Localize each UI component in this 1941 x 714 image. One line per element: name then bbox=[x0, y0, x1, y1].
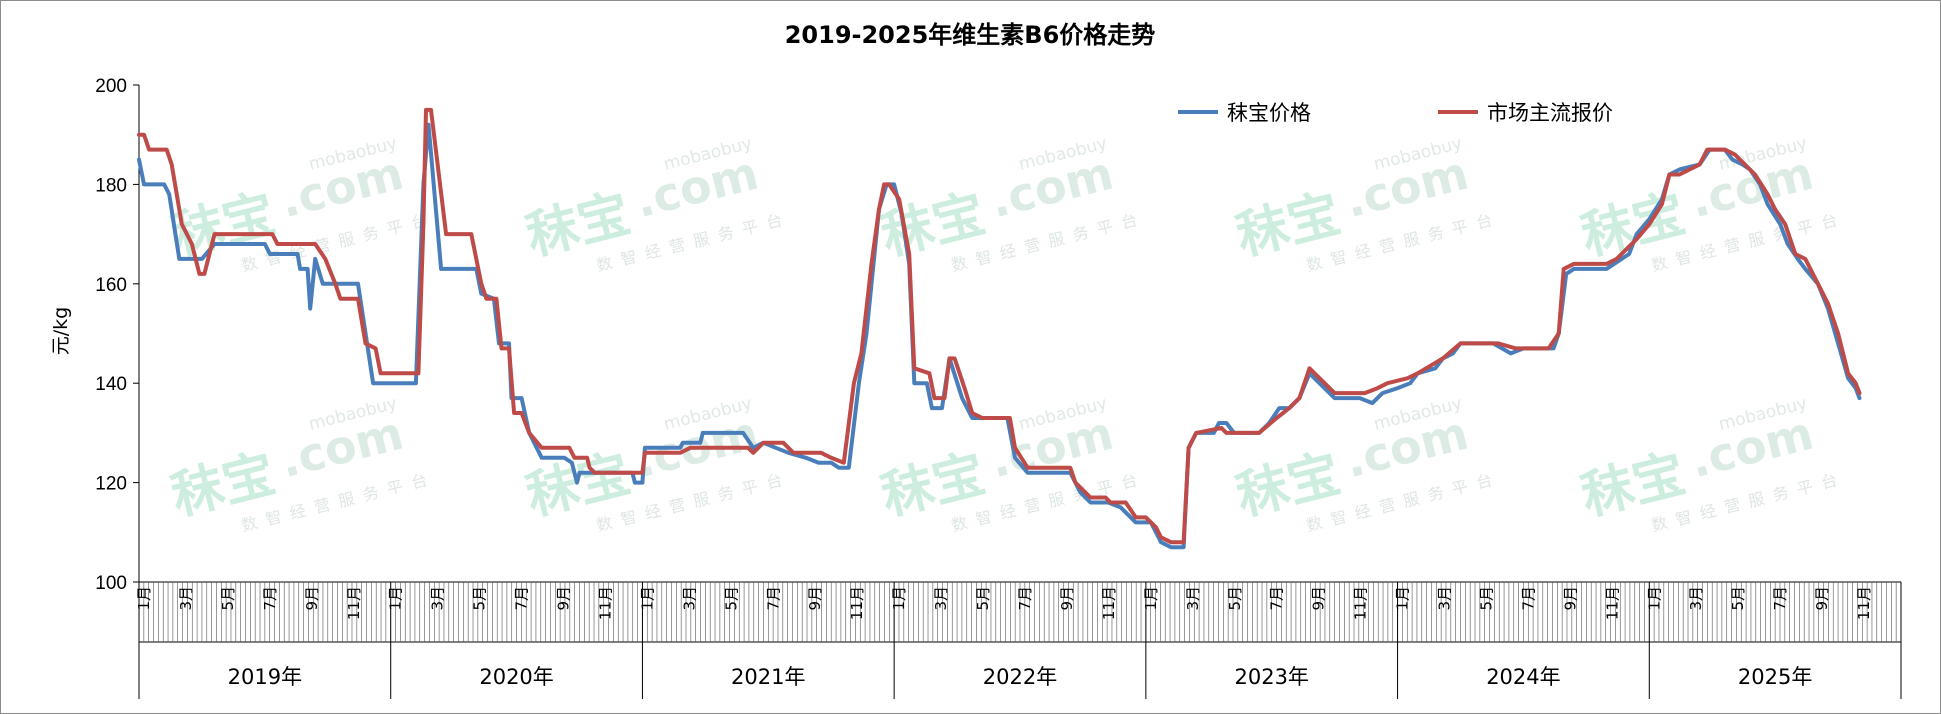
y-tick-label: 180 bbox=[95, 175, 127, 196]
x-month-label: 3月 bbox=[1436, 586, 1454, 611]
legend: 秣宝价格 市场主流报价 bbox=[1178, 101, 1613, 125]
y-axis-label: 元/kg bbox=[50, 307, 72, 355]
x-month-label: 5月 bbox=[1226, 586, 1244, 611]
y-tick-label: 140 bbox=[95, 374, 127, 395]
x-month-label: 1月 bbox=[1394, 586, 1412, 611]
x-year-label: 2024年 bbox=[1486, 665, 1560, 689]
x-month-label: 3月 bbox=[429, 586, 447, 611]
x-month-label: 7月 bbox=[513, 586, 531, 611]
x-month-label: 9月 bbox=[303, 586, 321, 611]
x-month-label: 1月 bbox=[1142, 586, 1160, 611]
x-month-label: 11月 bbox=[1100, 586, 1118, 620]
series-layer bbox=[137, 107, 1862, 550]
x-month-label: 7月 bbox=[1268, 586, 1286, 611]
x-month-label: 5月 bbox=[471, 586, 489, 611]
legend-label-market-quote: 市场主流报价 bbox=[1487, 101, 1613, 125]
x-axis: 1月 3月 5月 7月 9月 11月 2019年 1月 3月 5月 7月 9月 11月 2020年 1月 3月… bbox=[135, 581, 1902, 699]
x-month-label: 5月 bbox=[974, 586, 992, 611]
x-month-label: 9月 bbox=[1561, 586, 1579, 611]
x-month-label: 7月 bbox=[1016, 586, 1034, 611]
chart-title: 2019-2025年维生素B6价格走势 bbox=[785, 21, 1156, 49]
x-month-label: 9月 bbox=[555, 586, 573, 611]
x-year-label: 2019年 bbox=[228, 665, 302, 689]
x-month-label: 9月 bbox=[1058, 586, 1076, 611]
x-month-label: 3月 bbox=[177, 586, 195, 611]
x-month-label: 3月 bbox=[932, 586, 950, 611]
x-year-label: 2020年 bbox=[479, 665, 553, 689]
x-month-label: 3月 bbox=[1687, 586, 1705, 611]
x-month-label: 5月 bbox=[219, 586, 237, 611]
x-month-label: 1月 bbox=[387, 586, 405, 611]
x-month-label: 1月 bbox=[135, 586, 153, 611]
x-month-label: 5月 bbox=[1729, 586, 1747, 611]
y-tick-label: 160 bbox=[95, 275, 127, 296]
series-line-1 bbox=[137, 107, 1862, 545]
x-month-label: 5月 bbox=[722, 586, 740, 611]
y-tick-label: 200 bbox=[95, 76, 127, 97]
x-year-label: 2022年 bbox=[983, 665, 1057, 689]
x-year-label: 2023年 bbox=[1234, 665, 1308, 689]
y-tick-label: 100 bbox=[95, 573, 127, 594]
x-month-label: 9月 bbox=[1310, 586, 1328, 611]
x-month-label: 11月 bbox=[1603, 586, 1621, 620]
x-month-label: 1月 bbox=[1645, 586, 1663, 611]
x-year-label: 2025年 bbox=[1738, 665, 1812, 689]
y-tick-label: 120 bbox=[95, 474, 127, 495]
x-month-label: 1月 bbox=[890, 586, 908, 611]
x-month-label: 1月 bbox=[638, 586, 656, 611]
legend-label-mobao-price: 秣宝价格 bbox=[1227, 101, 1311, 125]
x-month-label: 11月 bbox=[1855, 586, 1873, 620]
x-month-label: 3月 bbox=[1184, 586, 1202, 611]
x-month-label: 7月 bbox=[1519, 586, 1537, 611]
x-year-label: 2021年 bbox=[731, 665, 805, 689]
x-month-label: 11月 bbox=[596, 586, 614, 620]
x-month-label: 9月 bbox=[806, 586, 824, 611]
x-month-label: 9月 bbox=[1813, 586, 1831, 611]
x-month-label: 7月 bbox=[764, 586, 782, 611]
x-month-label: 5月 bbox=[1477, 586, 1495, 611]
x-month-label: 11月 bbox=[848, 586, 866, 620]
x-month-label: 7月 bbox=[1771, 586, 1789, 611]
x-month-label: 11月 bbox=[1352, 586, 1370, 620]
y-axis: 100 120 140 160 180 200 bbox=[95, 76, 140, 594]
x-month-label: 7月 bbox=[261, 586, 279, 611]
x-month-label: 11月 bbox=[345, 586, 363, 620]
x-month-label: 3月 bbox=[680, 586, 698, 611]
